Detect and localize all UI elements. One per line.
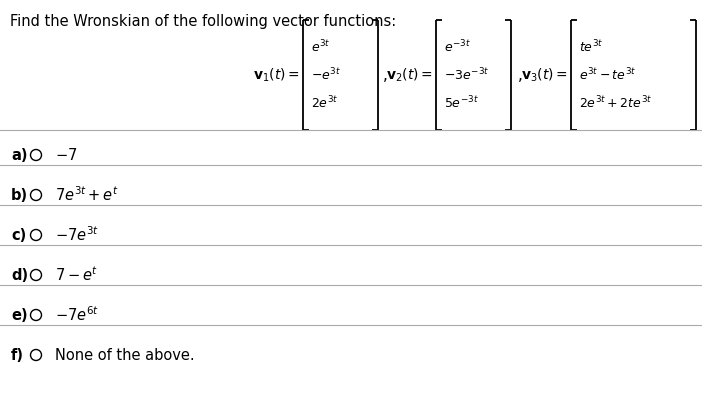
Text: f): f) (11, 347, 24, 363)
Text: None of the above.: None of the above. (55, 347, 194, 363)
Text: $-7$: $-7$ (55, 147, 77, 163)
Text: $2e^{3t}$: $2e^{3t}$ (311, 95, 338, 111)
Text: a): a) (11, 147, 27, 162)
Text: c): c) (11, 228, 26, 242)
Text: $-7e^{3t}$: $-7e^{3t}$ (55, 225, 99, 244)
Text: $\mathbf{v}_2(t) = $: $\mathbf{v}_2(t) = $ (386, 66, 433, 84)
Text: $te^{3t}$: $te^{3t}$ (579, 39, 604, 55)
Text: $\mathbf{v}_1(t) = $: $\mathbf{v}_1(t) = $ (253, 66, 300, 84)
Text: $7e^{3t} + e^{t}$: $7e^{3t} + e^{t}$ (55, 186, 119, 204)
Text: $\mathbf{v}_3(t) = $: $\mathbf{v}_3(t) = $ (521, 66, 568, 84)
Text: $5e^{-3t}$: $5e^{-3t}$ (444, 95, 479, 111)
Text: $e^{-3t}$: $e^{-3t}$ (444, 39, 471, 55)
Text: $-7e^{6t}$: $-7e^{6t}$ (55, 306, 99, 324)
Text: b): b) (11, 188, 28, 202)
Text: $-e^{3t}$: $-e^{3t}$ (311, 67, 341, 83)
Text: $e^{3t}$: $e^{3t}$ (311, 39, 331, 55)
Text: $-3e^{-3t}$: $-3e^{-3t}$ (444, 67, 489, 83)
Text: $7 - e^{t}$: $7 - e^{t}$ (55, 266, 98, 284)
Text: ,: , (518, 67, 523, 83)
Text: e): e) (11, 308, 27, 323)
Text: d): d) (11, 268, 28, 282)
Text: $2e^{3t} + 2te^{3t}$: $2e^{3t} + 2te^{3t}$ (579, 95, 652, 111)
Text: $e^{3t} - te^{3t}$: $e^{3t} - te^{3t}$ (579, 67, 637, 83)
Text: ,: , (383, 67, 388, 83)
Text: Find the Wronskian of the following vector functions:: Find the Wronskian of the following vect… (10, 14, 396, 29)
